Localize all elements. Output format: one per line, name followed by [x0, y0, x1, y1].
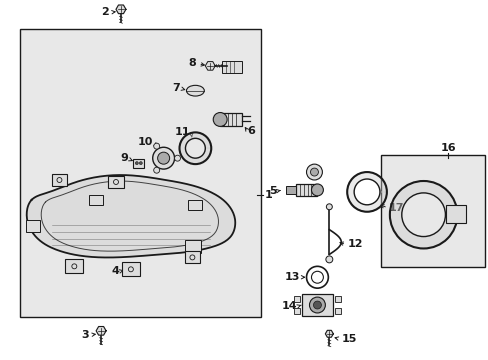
Text: 11: 11	[175, 127, 190, 138]
Bar	[293, 308, 299, 314]
Text: 6: 6	[246, 126, 254, 136]
Text: 15: 15	[341, 334, 356, 344]
Circle shape	[325, 256, 332, 263]
Polygon shape	[205, 62, 215, 70]
Text: 4: 4	[111, 266, 119, 276]
Circle shape	[135, 162, 138, 165]
Text: 10: 10	[137, 137, 152, 147]
Polygon shape	[96, 327, 106, 335]
Bar	[122, 262, 140, 276]
Bar	[51, 174, 67, 186]
Polygon shape	[389, 181, 456, 248]
Text: 13: 13	[284, 272, 299, 282]
Polygon shape	[179, 132, 211, 164]
Circle shape	[153, 143, 160, 149]
Text: 14: 14	[282, 301, 297, 311]
Circle shape	[311, 184, 323, 196]
Text: 2: 2	[101, 7, 109, 17]
Circle shape	[152, 147, 174, 169]
Bar	[20, 29, 260, 317]
Bar	[446, 205, 466, 223]
Text: 9: 9	[120, 153, 128, 163]
Bar	[295, 184, 317, 196]
Bar	[301, 294, 333, 316]
Text: 16: 16	[440, 143, 455, 153]
Circle shape	[213, 113, 226, 126]
Text: 1: 1	[264, 190, 272, 200]
Bar	[293, 296, 299, 302]
Circle shape	[306, 164, 322, 180]
Bar	[108, 176, 123, 188]
Polygon shape	[325, 330, 333, 337]
Bar	[65, 260, 83, 273]
Polygon shape	[346, 172, 386, 212]
Text: 7: 7	[172, 83, 180, 93]
Bar	[285, 186, 295, 194]
Bar	[89, 195, 103, 205]
Circle shape	[153, 167, 160, 173]
Bar	[222, 61, 242, 73]
Text: 3: 3	[81, 330, 89, 340]
Text: 17: 17	[388, 203, 404, 213]
Bar	[26, 220, 40, 231]
Text: 8: 8	[188, 58, 196, 68]
Circle shape	[139, 162, 142, 165]
Circle shape	[310, 168, 318, 176]
Bar	[335, 296, 341, 302]
Bar	[184, 251, 200, 264]
Bar	[133, 159, 144, 168]
Bar	[335, 308, 341, 314]
Circle shape	[325, 204, 332, 210]
Ellipse shape	[186, 85, 204, 96]
Text: 5: 5	[268, 186, 276, 196]
Bar	[185, 239, 201, 253]
Circle shape	[309, 297, 325, 313]
Polygon shape	[27, 175, 235, 257]
Bar	[188, 200, 202, 210]
Text: 12: 12	[346, 239, 362, 249]
Circle shape	[313, 301, 321, 309]
Bar	[380, 155, 484, 267]
Polygon shape	[116, 5, 126, 14]
Circle shape	[157, 152, 169, 164]
Circle shape	[174, 155, 180, 161]
Bar	[220, 113, 242, 126]
